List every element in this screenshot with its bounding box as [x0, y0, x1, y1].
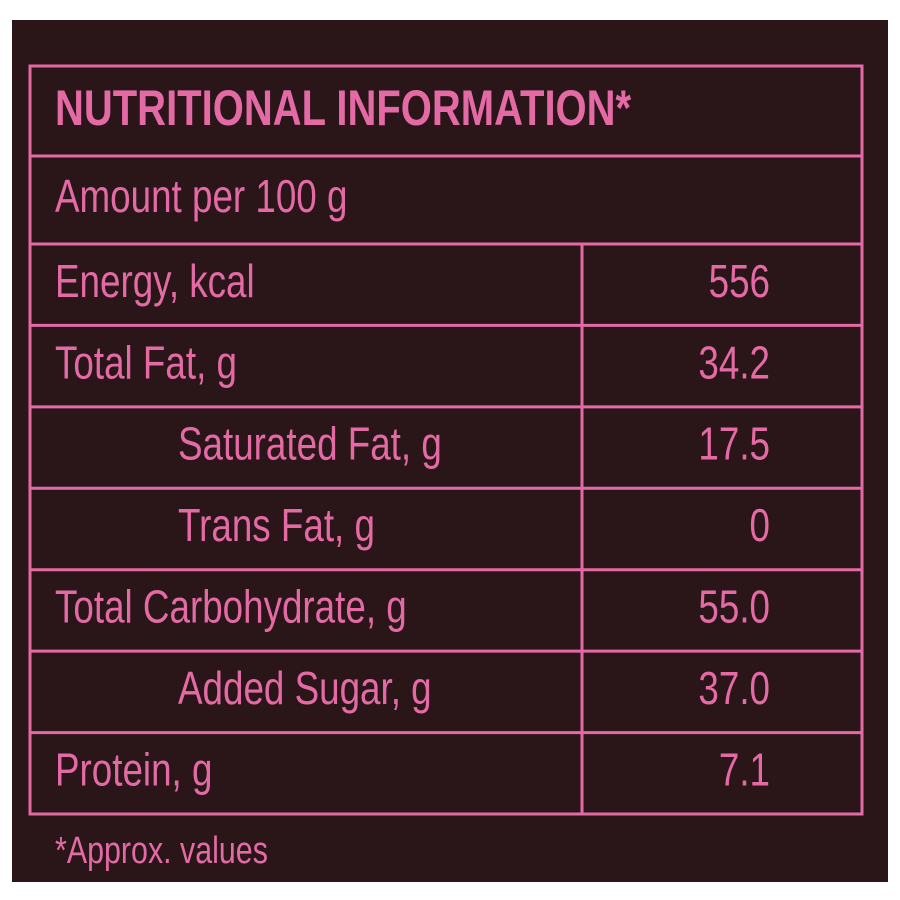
- row-value: 0: [750, 499, 770, 551]
- row-value: 55.0: [698, 581, 770, 633]
- background: [12, 20, 888, 882]
- table-subtitle: Amount per 100 g: [55, 170, 347, 222]
- row-value: 34.2: [698, 336, 770, 388]
- row-label: Saturated Fat, g: [178, 418, 442, 470]
- row-value: 556: [709, 255, 770, 307]
- footnote: *Approx. values: [55, 830, 268, 872]
- row-value: 17.5: [698, 418, 770, 470]
- row-label: Total Fat, g: [55, 336, 237, 388]
- row-value: 37.0: [698, 662, 770, 714]
- row-label: Protein, g: [55, 743, 212, 795]
- row-label: Added Sugar, g: [178, 662, 432, 714]
- row-label: Energy, kcal: [55, 255, 255, 307]
- table-title: NUTRITIONAL INFORMATION*: [55, 80, 631, 136]
- row-label: Trans Fat, g: [178, 499, 375, 551]
- row-label: Total Carbohydrate, g: [55, 581, 407, 633]
- row-value: 7.1: [719, 743, 770, 795]
- table-border: [28, 64, 864, 816]
